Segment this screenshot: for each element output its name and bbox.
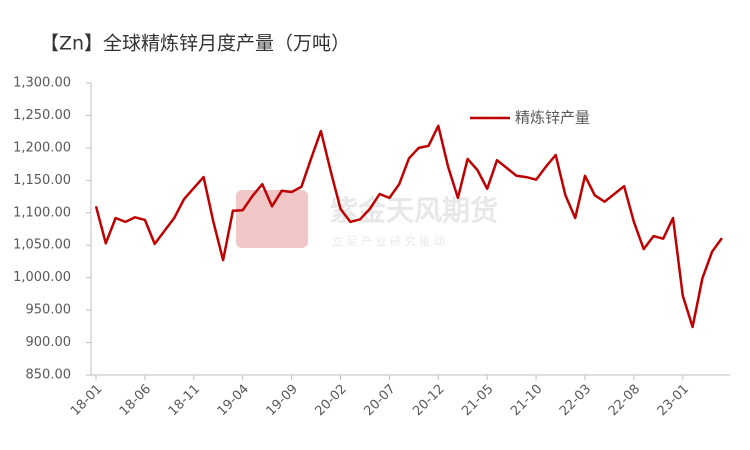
y-tick-label: 1,300.00 bbox=[13, 76, 71, 91]
watermark-group: 紫金天风期货 立 足 产 业 研 究 驱 动 bbox=[236, 190, 498, 248]
watermark-subtitle: 立 足 产 业 研 究 驱 动 bbox=[332, 234, 444, 248]
x-tick-label: 19-09 bbox=[264, 382, 301, 419]
y-tick-label: 900.00 bbox=[26, 335, 72, 350]
legend-label: 精炼锌产量 bbox=[515, 109, 590, 127]
watermark: 紫金天风期货 bbox=[330, 194, 498, 227]
x-tick-label: 21-10 bbox=[508, 382, 545, 419]
x-tick-label: 22-08 bbox=[606, 382, 643, 419]
line-series bbox=[94, 124, 723, 329]
y-tick-label: 1,250.00 bbox=[13, 108, 71, 123]
x-tick-label: 23-01 bbox=[655, 382, 692, 419]
y-tick-label: 850.00 bbox=[26, 368, 72, 383]
y-tick-label: 1,100.00 bbox=[13, 205, 71, 220]
y-tick-label: 1,050.00 bbox=[13, 238, 71, 253]
y-tick-label: 1,150.00 bbox=[13, 173, 71, 188]
x-tick-label: 20-07 bbox=[361, 382, 398, 419]
x-tick-label: 19-04 bbox=[215, 382, 252, 419]
watermark-logo bbox=[236, 190, 308, 248]
y-tick-label: 1,200.00 bbox=[13, 140, 71, 155]
x-tick-label: 18-06 bbox=[117, 382, 154, 419]
x-tick-label: 20-12 bbox=[410, 382, 447, 419]
y-tick-label: 950.00 bbox=[26, 303, 72, 318]
x-tick-label: 20-02 bbox=[312, 382, 349, 419]
x-tick-label: 18-01 bbox=[68, 382, 105, 419]
y-tick-label: 1,000.00 bbox=[13, 270, 71, 285]
x-tick-label: 22-03 bbox=[557, 382, 594, 419]
chart-title: 【Zn】全球精炼锌月度产量（万吨） bbox=[40, 33, 350, 55]
x-tick-label: 18-11 bbox=[166, 382, 203, 419]
x-tick-label: 21-05 bbox=[459, 382, 496, 419]
